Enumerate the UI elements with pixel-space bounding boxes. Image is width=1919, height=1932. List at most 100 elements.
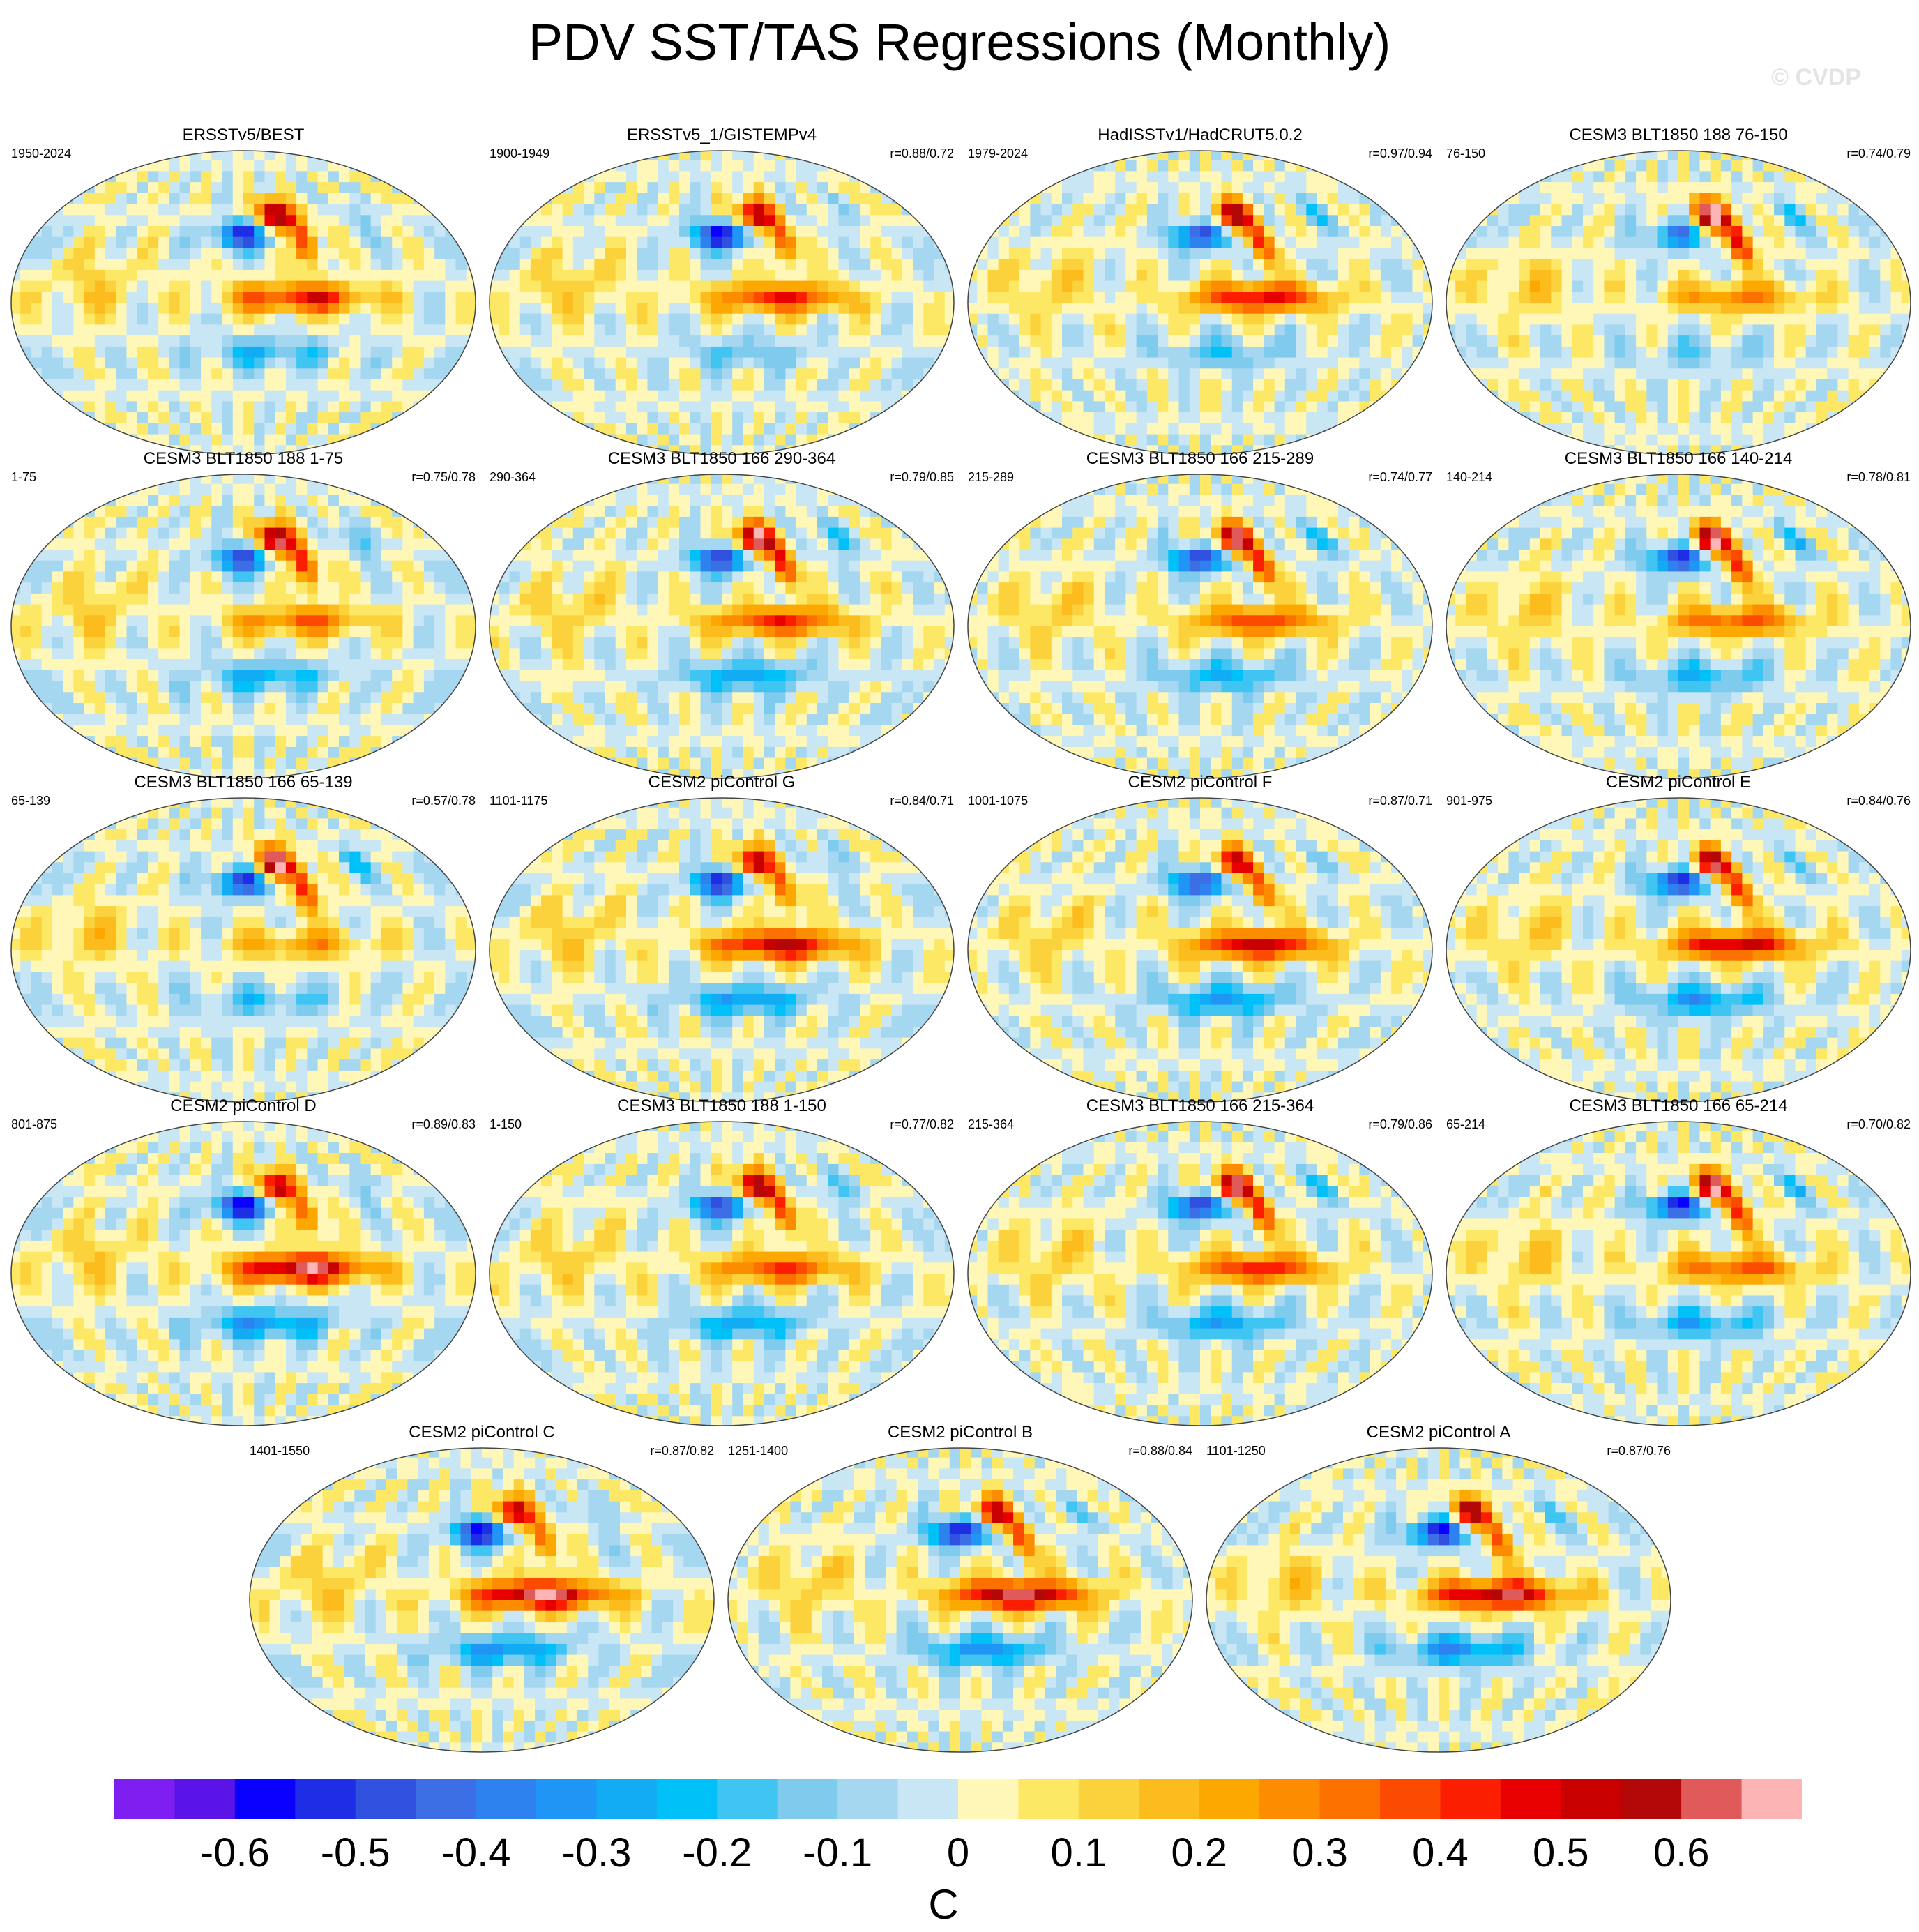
map-cell [349, 303, 361, 315]
map-cell [849, 357, 860, 369]
map-cell [434, 335, 446, 347]
map-cell [1551, 151, 1563, 161]
map-cell [541, 368, 552, 380]
map-cell [169, 182, 181, 194]
map-cell [126, 368, 138, 380]
map-cell [423, 204, 435, 216]
map-cell [658, 204, 669, 216]
map-cell [732, 368, 743, 380]
map-cell [1072, 215, 1084, 227]
map-cell [434, 280, 446, 292]
map-cell [499, 303, 510, 315]
map-cell [1423, 280, 1432, 292]
map-cell [987, 193, 999, 205]
map-cell [1242, 390, 1254, 402]
map-cell [11, 313, 21, 325]
map-cell [190, 368, 202, 380]
map-cell [530, 412, 542, 424]
map-cell [1890, 171, 1902, 183]
map-cell [753, 434, 765, 446]
map-cell [1446, 401, 1456, 413]
map-cell [1858, 401, 1870, 413]
map-cell [509, 215, 521, 227]
map-cell [817, 259, 828, 271]
map-cell [402, 151, 414, 161]
map-cell [349, 474, 361, 485]
map-cell [1901, 368, 1911, 380]
map-cell [690, 292, 701, 303]
map-cell [679, 182, 690, 194]
map-cell [796, 215, 807, 227]
map-cell [1253, 379, 1264, 391]
map-cell [243, 313, 255, 325]
map-cell [201, 335, 212, 347]
map-cell [1391, 390, 1402, 402]
map-cell [1083, 236, 1095, 248]
map-cell [360, 474, 372, 485]
map-cell [1380, 379, 1392, 391]
map-cell [785, 368, 797, 380]
map-cell [179, 171, 191, 183]
map-cell [1211, 368, 1222, 380]
map-cell [572, 280, 584, 292]
map-cell [1211, 292, 1222, 303]
map-cell [1572, 313, 1584, 325]
map-cell [753, 412, 765, 424]
map-cell [360, 160, 372, 172]
map-cell [1487, 236, 1499, 248]
map-cell [1391, 171, 1402, 183]
map-cell [52, 160, 63, 172]
map-cell [1030, 303, 1042, 315]
map-cell [137, 226, 149, 238]
map-cell [1231, 269, 1243, 282]
map-cell [455, 193, 467, 205]
panel-period: 76-150 [1446, 146, 1485, 161]
map-cell [1158, 226, 1169, 238]
map-cell [1689, 324, 1700, 336]
map-cell [838, 236, 850, 248]
map-cell [934, 193, 946, 205]
map-cell [913, 204, 924, 216]
map-cell [264, 248, 276, 259]
map-cell [1880, 182, 1892, 194]
map-cell [796, 259, 807, 271]
map-cell [1763, 193, 1775, 205]
map-cell [1253, 248, 1264, 259]
map-cell [615, 226, 627, 238]
map-cell [902, 259, 913, 271]
map-cell [1710, 259, 1722, 271]
map-cell [1551, 215, 1563, 227]
map-cell [1752, 280, 1764, 292]
map-cell [190, 474, 202, 485]
map-cell [296, 215, 308, 227]
map-cell [1284, 226, 1296, 238]
map-cell [902, 390, 913, 402]
map-cell [1784, 236, 1796, 248]
map-cell [902, 423, 913, 435]
map-cell [1306, 171, 1318, 183]
map-cell [1880, 434, 1892, 446]
map-cell [509, 303, 521, 315]
map-cell [1508, 412, 1520, 424]
map-cell [1816, 204, 1828, 216]
map-cell [1221, 236, 1233, 248]
map-cell [1284, 390, 1296, 402]
map-cell [1646, 390, 1658, 402]
map-cell [275, 357, 287, 369]
map-cell [243, 324, 255, 336]
map-cell [881, 324, 893, 336]
map-cell [1168, 292, 1180, 303]
map-cell [637, 236, 648, 248]
map-cell [370, 204, 382, 216]
map-cell [1487, 412, 1499, 424]
map-cell [870, 390, 881, 402]
map-cell [541, 171, 552, 183]
map-cell [1901, 171, 1911, 183]
map-cell [1274, 292, 1286, 303]
map-cell [658, 346, 669, 359]
map-cell [1284, 303, 1296, 315]
map-cell [381, 236, 393, 248]
map-cell [764, 182, 775, 194]
map-cell [1062, 335, 1073, 347]
map-cell [148, 357, 159, 369]
